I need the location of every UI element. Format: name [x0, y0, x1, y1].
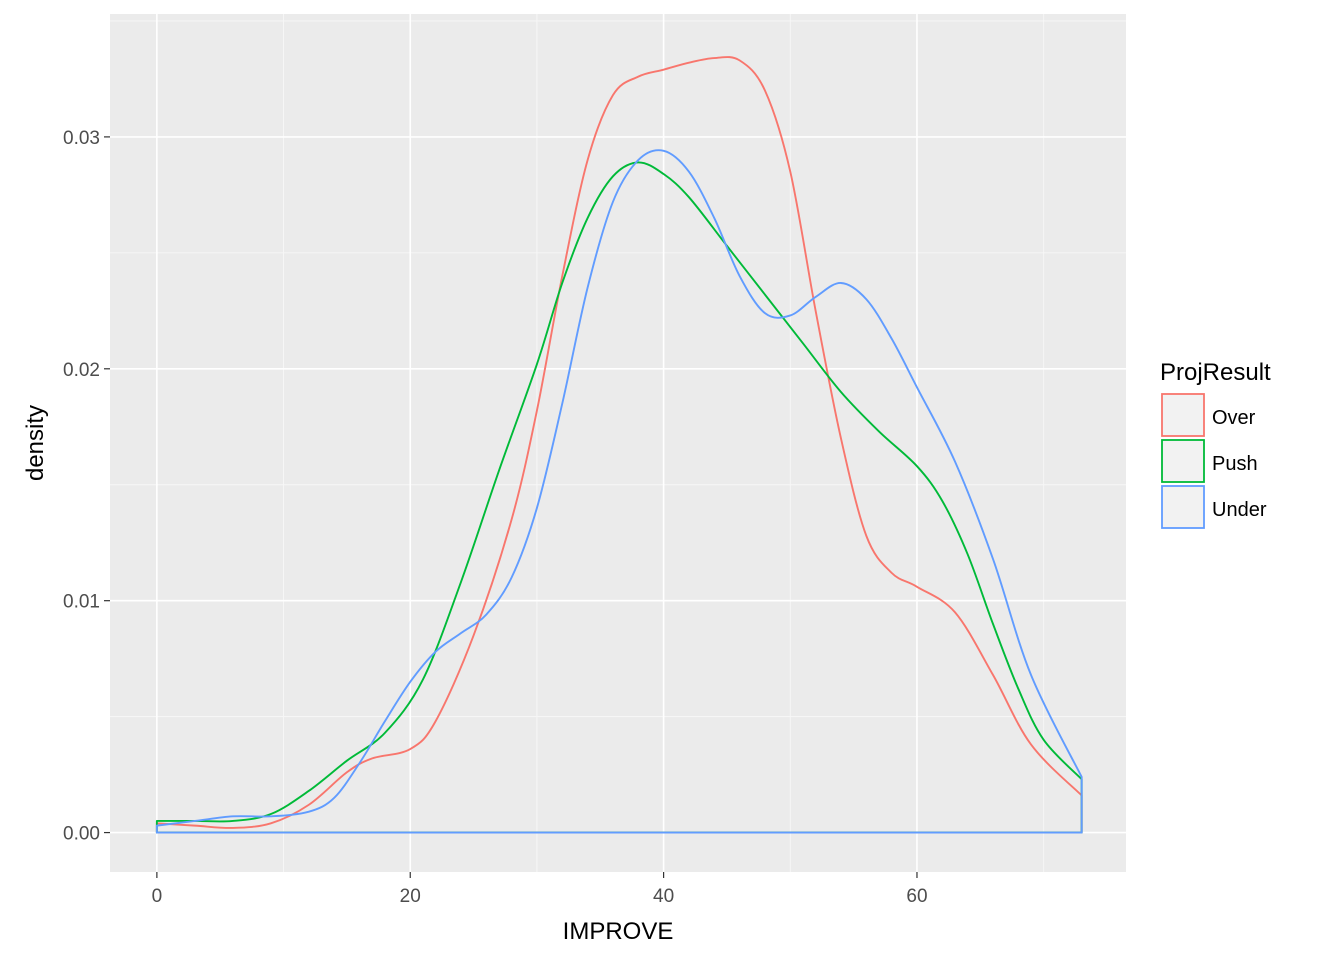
- legend-key-push: [1161, 439, 1205, 483]
- density-curve-over: [155, 56, 1083, 834]
- legend-key-under: [1161, 485, 1205, 529]
- y-tick-label: 0.02: [63, 360, 100, 381]
- density-curves: [155, 56, 1083, 834]
- legend-label-push: Push: [1212, 453, 1258, 475]
- legend-label-over: Over: [1212, 407, 1256, 429]
- y-tick-label: 0.01: [63, 592, 100, 613]
- legend-key-over: [1161, 393, 1205, 437]
- axes: 0 20 40 60 0.00 0.01 0.02 0.03: [63, 128, 928, 907]
- density-curve-push: [155, 161, 1083, 834]
- y-tick-label: 0.03: [63, 128, 100, 149]
- x-tick-label: 40: [653, 886, 674, 907]
- plot-panel: [110, 14, 1126, 872]
- legend-label-under: Under: [1212, 499, 1267, 521]
- y-tick-label: 0.00: [63, 824, 100, 845]
- y-axis-title: density: [22, 405, 49, 481]
- x-tick-label: 0: [152, 886, 163, 907]
- legend-title: ProjResult: [1160, 359, 1271, 386]
- x-tick-label: 60: [906, 886, 927, 907]
- legend: ProjResult Over Push Under: [1160, 359, 1271, 529]
- density-curve-under: [155, 149, 1083, 834]
- x-axis-title: IMPROVE: [563, 918, 674, 945]
- x-tick-label: 20: [400, 886, 421, 907]
